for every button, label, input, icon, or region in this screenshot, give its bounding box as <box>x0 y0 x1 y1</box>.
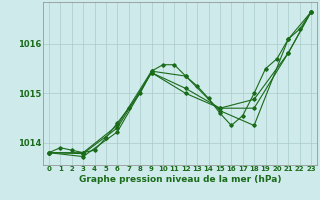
X-axis label: Graphe pression niveau de la mer (hPa): Graphe pression niveau de la mer (hPa) <box>79 175 281 184</box>
